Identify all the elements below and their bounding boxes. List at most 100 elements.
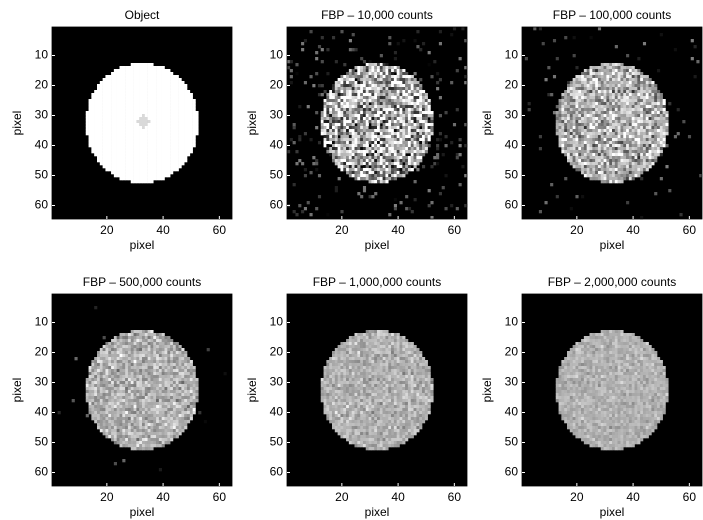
pixel — [111, 141, 114, 144]
pixel — [97, 351, 100, 354]
pixel — [651, 156, 654, 159]
pixel — [338, 99, 341, 102]
pixel — [134, 108, 137, 111]
pixel — [108, 348, 111, 351]
pixel — [122, 114, 125, 117]
pixel — [162, 120, 165, 123]
pixel — [606, 156, 609, 159]
pixel — [108, 405, 111, 408]
pixel — [635, 84, 638, 87]
pixel — [419, 78, 422, 81]
y-tick-label: 60 — [270, 198, 284, 212]
pixel — [615, 63, 618, 66]
pixel — [360, 75, 363, 78]
pixel — [176, 123, 179, 126]
pixel — [184, 375, 187, 378]
pixel — [150, 345, 153, 348]
pixel — [651, 102, 654, 105]
pixel — [190, 132, 193, 135]
pixel — [187, 105, 190, 108]
pixel — [360, 66, 363, 69]
pixel — [606, 150, 609, 153]
pixel — [355, 99, 358, 102]
pixel — [318, 93, 321, 96]
pixel — [176, 78, 179, 81]
pixel — [105, 120, 108, 123]
pixel — [136, 330, 139, 333]
pixel — [635, 126, 638, 129]
pixel — [371, 96, 374, 99]
pixel — [657, 90, 660, 93]
pixel — [400, 81, 403, 84]
pixel — [156, 144, 159, 147]
pixel — [184, 156, 187, 159]
pixel — [94, 120, 97, 123]
pixel — [357, 87, 360, 90]
pixel — [156, 93, 159, 96]
pixel — [134, 168, 137, 171]
pixel — [408, 132, 411, 135]
pixel — [105, 156, 108, 159]
pixel — [388, 72, 391, 75]
pixel — [615, 159, 618, 162]
pixel — [105, 123, 108, 126]
pixel — [167, 168, 170, 171]
pixel — [360, 135, 363, 138]
pixel — [592, 120, 595, 123]
pixel — [587, 144, 590, 147]
pixel — [416, 168, 419, 171]
pixel — [108, 156, 111, 159]
pixel — [125, 156, 128, 159]
pixel — [176, 387, 179, 390]
pixel — [176, 369, 179, 372]
pixel — [156, 99, 159, 102]
pixel — [162, 111, 165, 114]
pixel — [626, 114, 629, 117]
pixel — [346, 165, 349, 168]
pixel — [573, 138, 576, 141]
pixel — [165, 141, 168, 144]
pixel — [287, 150, 290, 153]
pixel — [190, 96, 193, 99]
pixel — [156, 162, 159, 165]
pixel — [162, 393, 165, 396]
pixel — [604, 141, 607, 144]
pixel — [122, 387, 125, 390]
pixel — [371, 84, 374, 87]
pixel — [329, 129, 332, 132]
pixel — [665, 165, 668, 168]
pixel — [352, 87, 355, 90]
pixel — [340, 210, 343, 213]
pixel — [612, 114, 615, 117]
pixel — [111, 87, 114, 90]
pixel — [100, 360, 103, 363]
pixel — [136, 126, 139, 129]
pixel — [145, 87, 148, 90]
pixel — [159, 126, 162, 129]
pixel — [128, 378, 131, 381]
pixel — [120, 387, 123, 390]
pixel — [139, 177, 142, 180]
pixel — [156, 366, 159, 369]
pixel — [374, 129, 377, 132]
pixel — [108, 138, 111, 141]
pixel — [89, 369, 92, 372]
pixel — [86, 120, 89, 123]
pixel — [581, 108, 584, 111]
pixel — [97, 102, 100, 105]
pixel — [408, 135, 411, 138]
pixel — [360, 105, 363, 108]
pixel — [567, 96, 570, 99]
pixel — [145, 81, 148, 84]
pixel — [162, 138, 165, 141]
pixel — [190, 102, 193, 105]
pixel — [573, 93, 576, 96]
pixel — [162, 174, 165, 177]
pixel — [91, 132, 94, 135]
pixel — [338, 114, 341, 117]
pixel — [430, 129, 433, 132]
pixel — [165, 126, 168, 129]
pixel — [414, 132, 417, 135]
pixel — [343, 132, 346, 135]
pixel — [139, 336, 142, 339]
